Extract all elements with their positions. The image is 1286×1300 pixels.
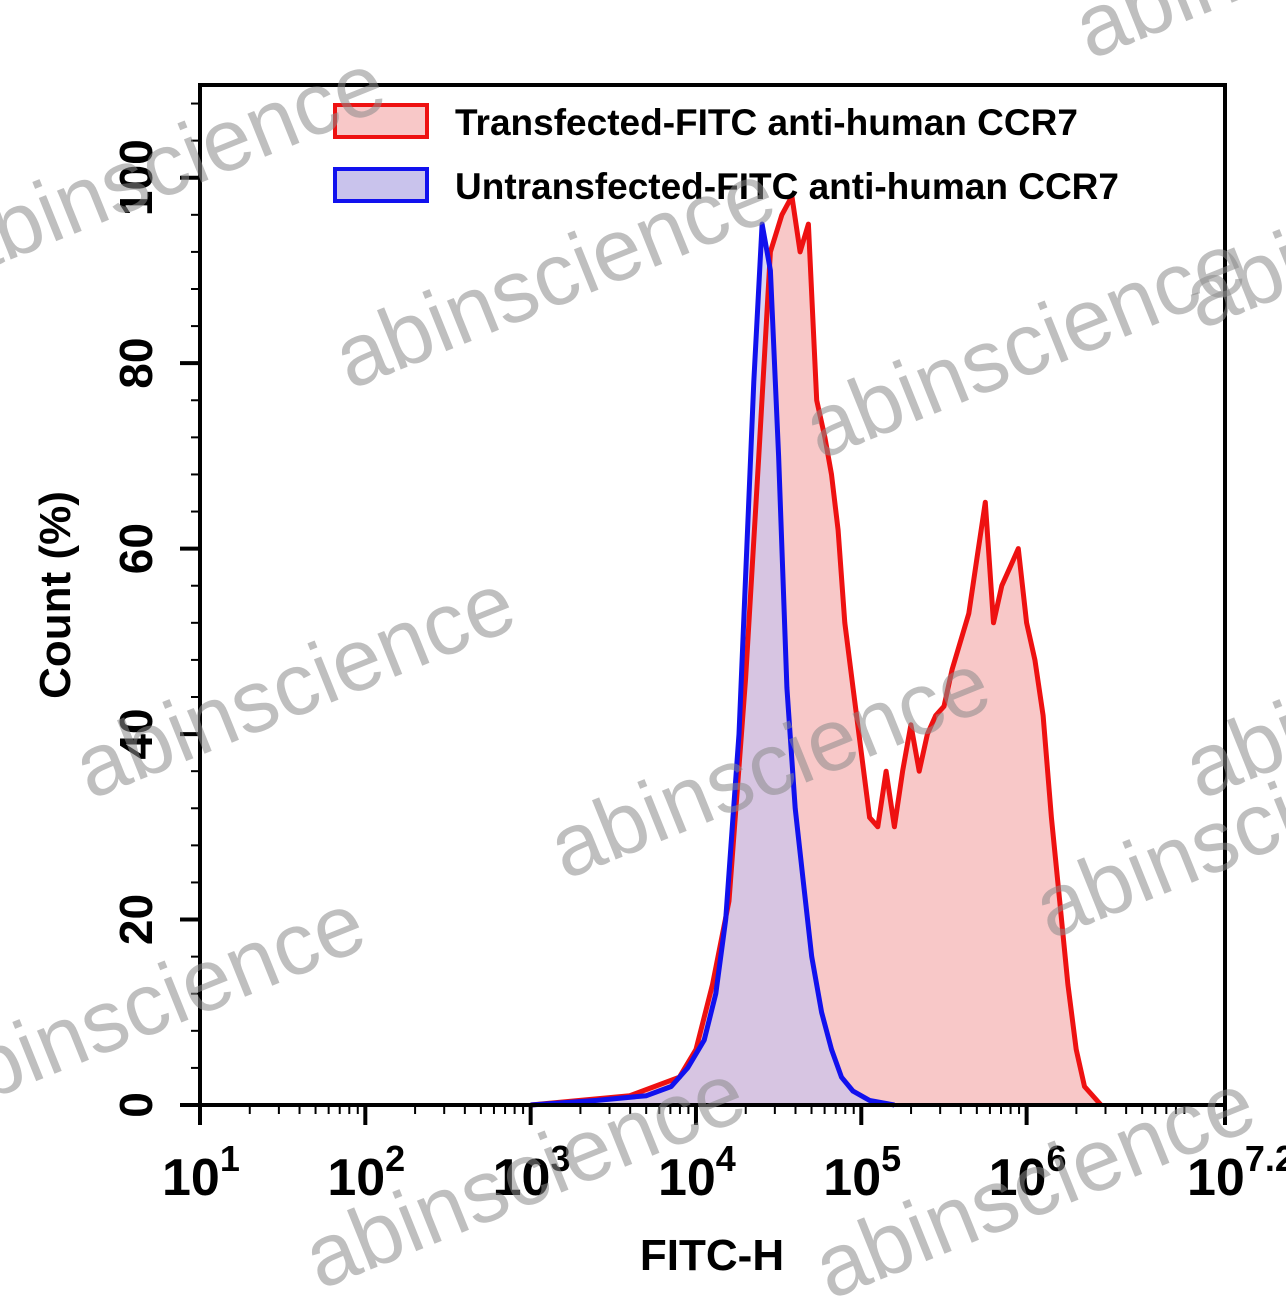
y-tick-label: 100 — [110, 139, 162, 216]
x-tick-label: 107.2 — [1187, 1138, 1286, 1207]
x-tick-label: 102 — [327, 1138, 405, 1207]
x-minor-ticks — [248, 1105, 1186, 1114]
watermark-text: abinscience — [1170, 552, 1286, 818]
plot-line-layer — [530, 193, 1103, 1108]
y-tick-label: 40 — [110, 709, 162, 760]
x-tick-label: 101 — [162, 1138, 240, 1207]
legend-label-1: Untransfected-FITC anti-human CCR7 — [455, 166, 1119, 207]
legend: Transfected-FITC anti-human CCR7 Untransf… — [333, 102, 1119, 207]
series-line-0 — [530, 193, 1103, 1108]
plot-frame — [198, 83, 1227, 1107]
x-tick-label: 105 — [823, 1138, 901, 1207]
x-axis-title: FITC-H — [640, 1231, 784, 1280]
y-tick-label: 60 — [110, 523, 162, 574]
legend-swatch-1 — [333, 167, 429, 203]
y-tick-label: 20 — [110, 894, 162, 945]
x-axis-ticks: 101 102 103 104 105 106 107.2 — [162, 1105, 1286, 1207]
y-axis-ticks: 0 20 40 60 80 100 — [110, 102, 200, 1118]
x-tick-label: 106 — [989, 1138, 1067, 1207]
series-fill-0 — [530, 196, 1101, 1106]
y-tick-label: 80 — [110, 338, 162, 389]
y-axis-title: Count (%) — [31, 491, 80, 699]
series-line-1 — [530, 221, 895, 1108]
x-tick-label: 103 — [493, 1138, 571, 1207]
y-tick-label: 0 — [110, 1092, 162, 1118]
watermark-text: abinscience — [0, 872, 378, 1138]
legend-swatch-0 — [333, 103, 429, 139]
legend-label-0: Transfected-FITC anti-human CCR7 — [455, 102, 1078, 143]
x-tick-label: 104 — [658, 1138, 736, 1207]
watermark-text: abinscience — [60, 552, 528, 818]
watermark-text: abinscience — [1060, 0, 1286, 78]
